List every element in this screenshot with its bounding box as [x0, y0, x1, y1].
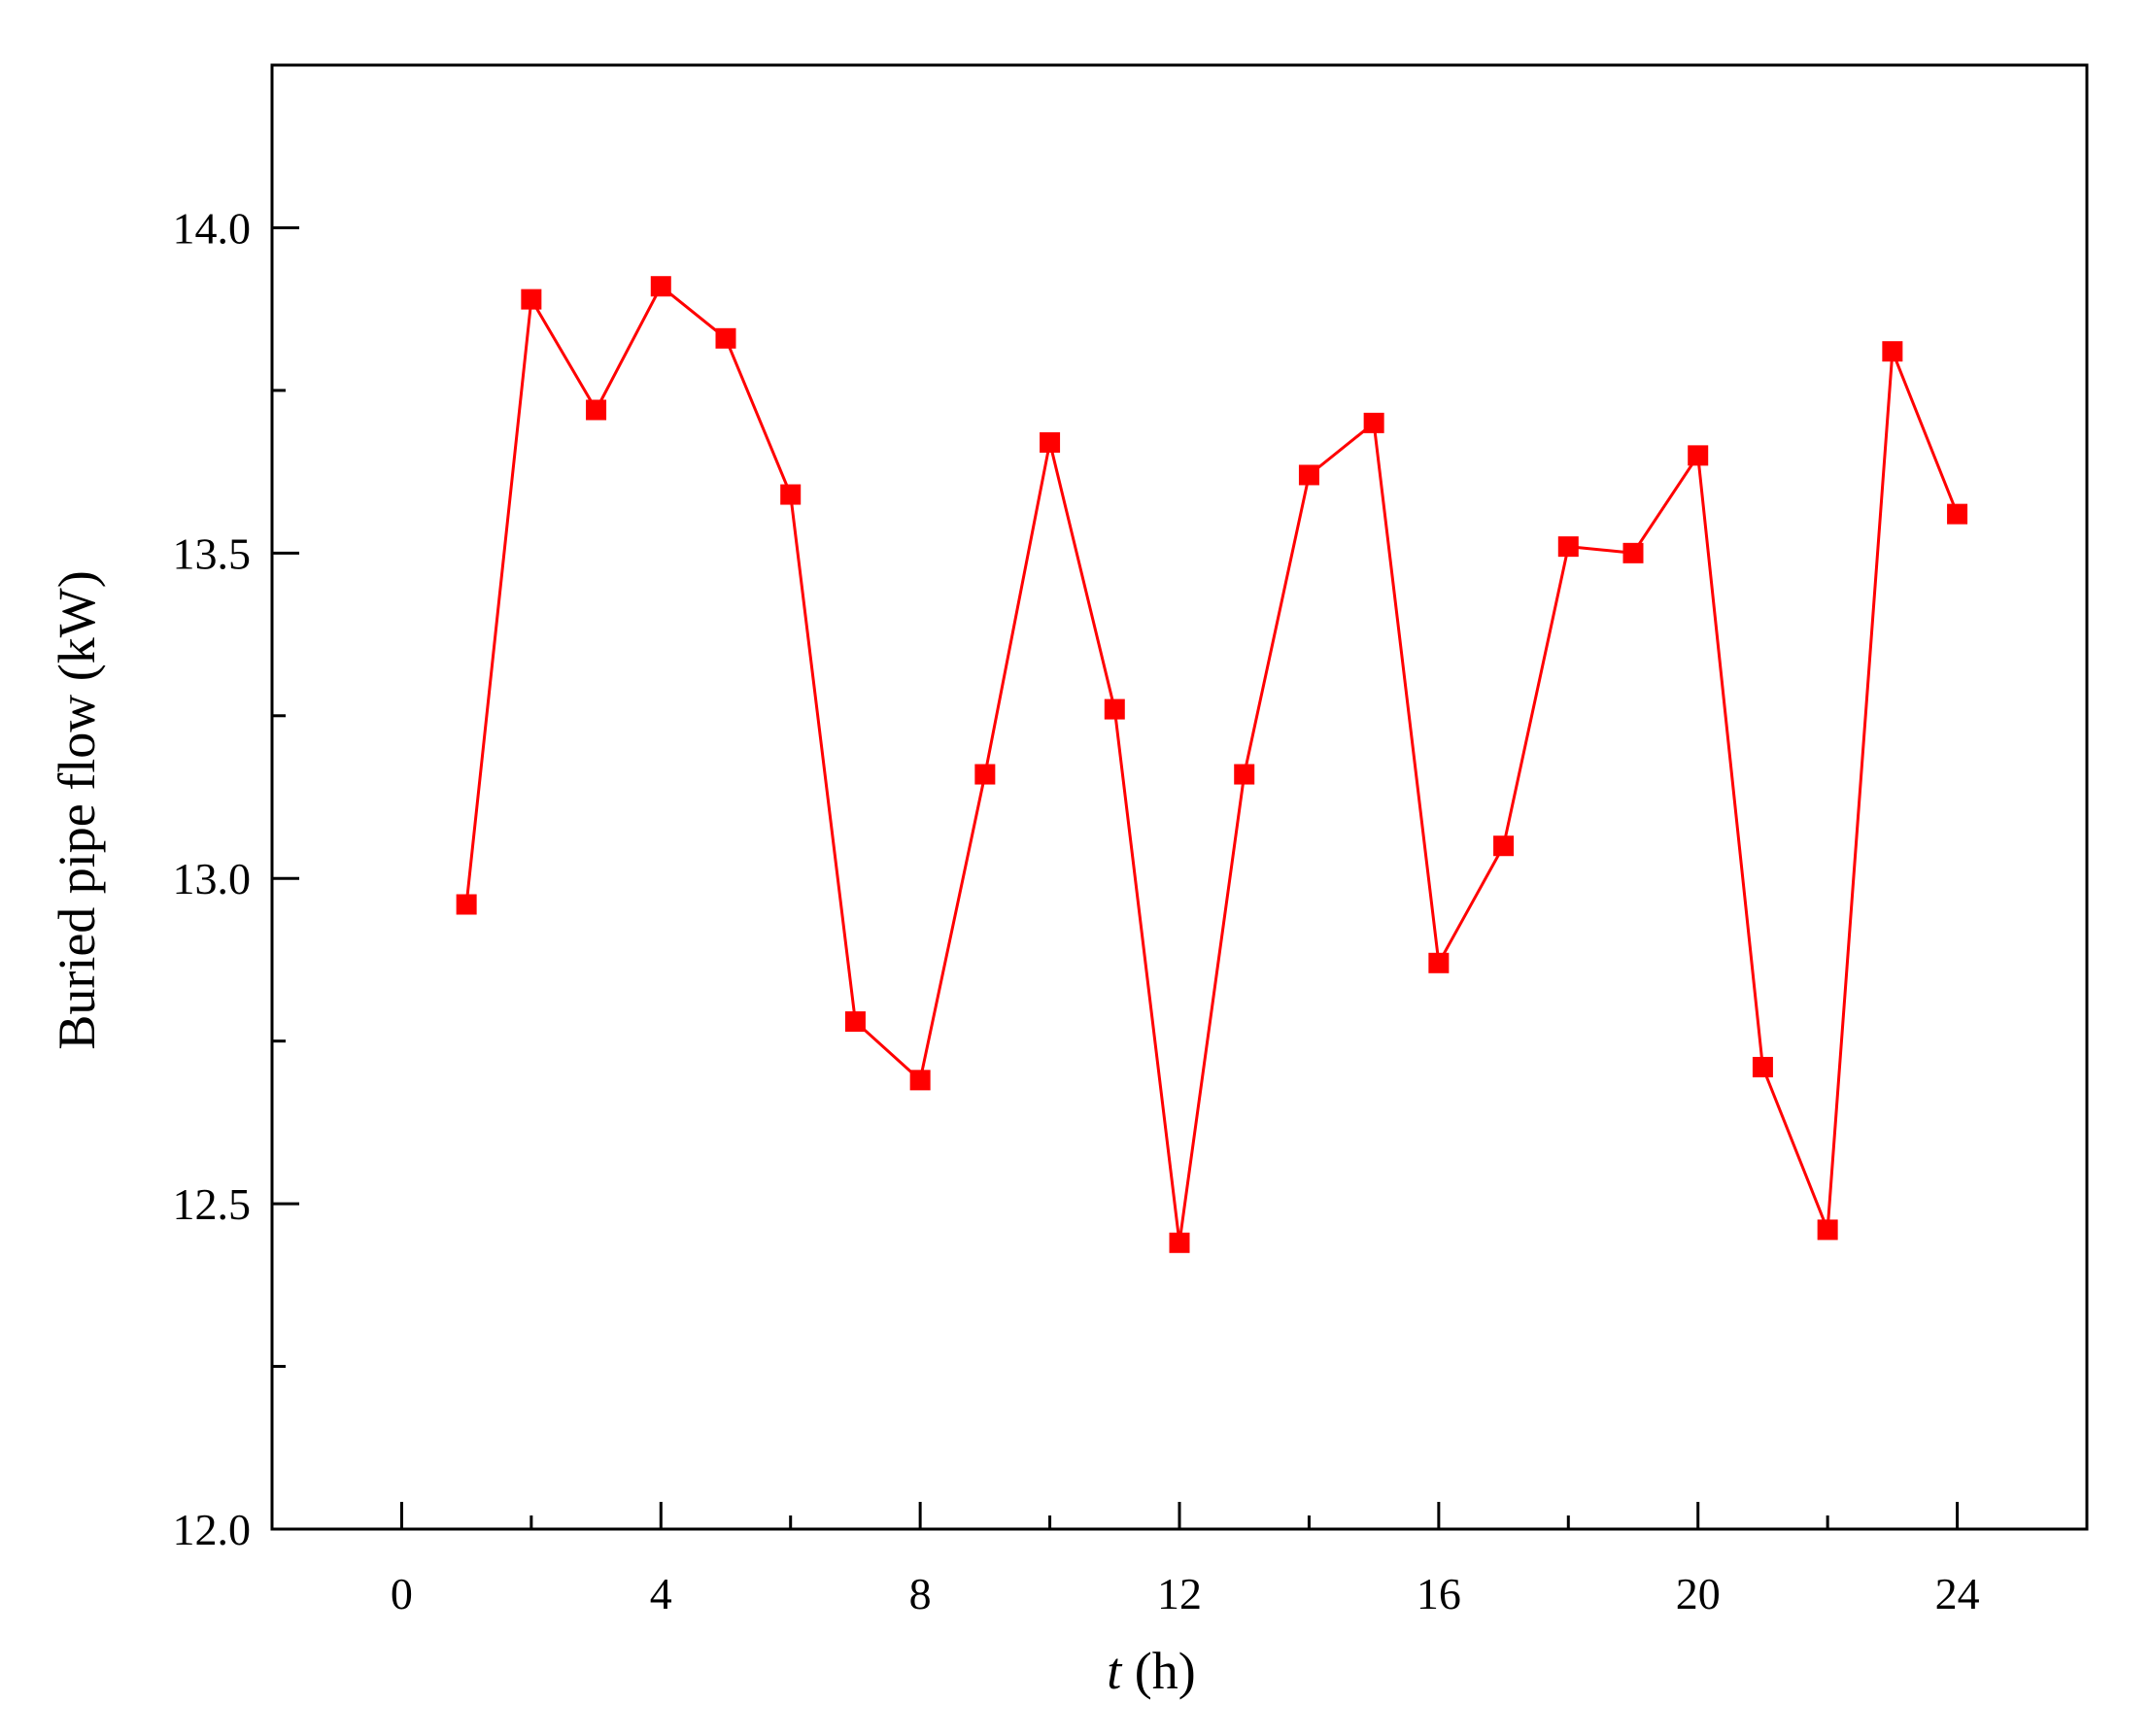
x-axis-title-unit: (h): [1121, 1642, 1195, 1700]
x-tick-label: 16: [1417, 1569, 1461, 1618]
y-tick-label: 12.0: [173, 1505, 252, 1554]
y-axis-title: Buried pipe flow (kW): [48, 570, 106, 1049]
data-point-marker: [521, 289, 542, 310]
data-point-marker: [1688, 445, 1709, 466]
data-point-marker: [1557, 536, 1579, 558]
x-tick-label: 12: [1157, 1569, 1202, 1618]
x-tick-label: 0: [391, 1569, 413, 1618]
data-point-marker: [1104, 698, 1125, 720]
y-tick-label: 13.0: [173, 854, 252, 903]
data-point-marker: [1882, 341, 1903, 362]
data-point-marker: [1622, 542, 1644, 563]
x-tick-label: 8: [909, 1569, 932, 1618]
y-tick-label: 12.5: [173, 1179, 252, 1229]
data-point-marker: [1817, 1219, 1838, 1241]
data-point-marker: [456, 894, 477, 915]
data-point-marker: [1428, 952, 1450, 973]
x-tick-label: 24: [1935, 1569, 1980, 1618]
x-axis-title-variable: t: [1107, 1642, 1123, 1700]
y-tick-label: 14.0: [173, 203, 252, 253]
data-point-marker: [1169, 1232, 1190, 1253]
data-point-marker: [844, 1011, 866, 1033]
series-line: [464, 285, 1959, 1244]
data-point-marker: [1493, 835, 1515, 857]
data-point-marker: [1363, 412, 1384, 433]
data-layer: [456, 276, 1968, 1253]
x-tick-label: 20: [1676, 1569, 1721, 1618]
y-tick-label: 13.5: [173, 528, 252, 578]
data-point-marker: [586, 399, 607, 421]
data-point-marker: [1234, 764, 1255, 785]
data-point-marker: [650, 276, 671, 297]
data-point-marker: [1040, 431, 1061, 453]
data-point-marker: [1947, 503, 1968, 525]
data-point-marker: [780, 484, 802, 505]
data-point-marker: [909, 1070, 931, 1091]
plot-frame: [270, 63, 2089, 1531]
data-point-marker: [974, 764, 996, 785]
data-point-marker: [715, 327, 736, 349]
x-tick-label: 4: [650, 1569, 672, 1618]
x-axis-title: t (h): [1107, 1642, 1195, 1700]
data-point-marker: [1752, 1056, 1773, 1077]
data-point-marker: [1298, 464, 1319, 486]
axes-layer: 0 4 8 12 16 20 24 12.0 12.5 13.0 13.5 14.0: [173, 63, 2089, 1618]
